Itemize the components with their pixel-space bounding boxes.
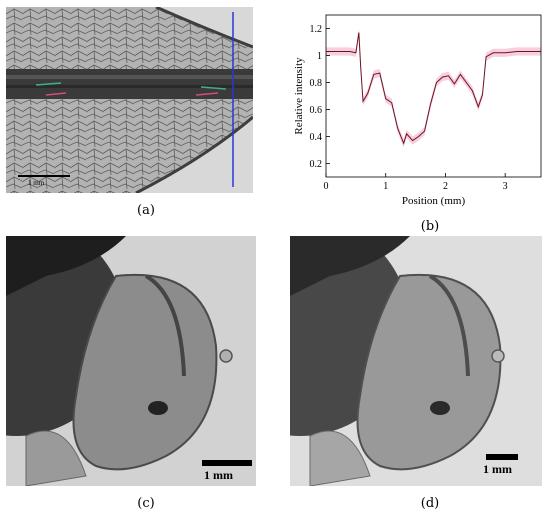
panel-a-scale-bar-label: 1 mm (28, 179, 45, 187)
y-tick-label: 1 (317, 51, 322, 62)
panel-label-b: (b) (420, 219, 440, 234)
panel-label-d: (d) (420, 496, 440, 511)
x-tick-label: 2 (443, 181, 448, 192)
uncertainty-band (326, 28, 541, 148)
insect-head-image-c (0, 216, 256, 487)
y-tick-label: 1.2 (310, 24, 323, 35)
series-line (326, 32, 541, 145)
panel-d-image: 1 mm (190, 216, 542, 487)
panel-d-scale-bar-label: 1 mm (483, 462, 512, 476)
y-tick-label: 0.8 (310, 78, 323, 89)
panel-c-image: 1 mm (0, 216, 256, 487)
panel-b-chart: 0 1 2 3 0.2 0.4 0.6 0.8 1 1.2 Position (mm) Relat… (290, 5, 545, 210)
x-tick-label: 3 (503, 181, 508, 192)
intensity-profile-chart: 0 1 2 3 0.2 0.4 0.6 0.8 1 1.2 Position (mm) Relat… (293, 14, 542, 207)
x-tick-label: 0 (324, 181, 329, 192)
y-tick-label: 0.6 (310, 105, 323, 116)
panel-c-scale-bar-label: 1 mm (204, 468, 233, 482)
panel-label-c: (c) (137, 496, 155, 511)
y-axis-label: Relative intensity (293, 57, 305, 135)
axes-frame (325, 14, 542, 178)
insect-head-image-d (190, 216, 542, 487)
panel-a-image: 1 mm (6, 5, 254, 195)
x-tick-label: 1 (383, 181, 388, 192)
y-tick-label: 0.4 (310, 132, 323, 143)
panel-label-a: (a) (137, 203, 155, 218)
y-tick-label: 0.2 (310, 159, 323, 170)
x-axis-label: Position (mm) (402, 195, 466, 207)
leaf-vein-image (6, 5, 254, 195)
band-area (326, 28, 541, 148)
